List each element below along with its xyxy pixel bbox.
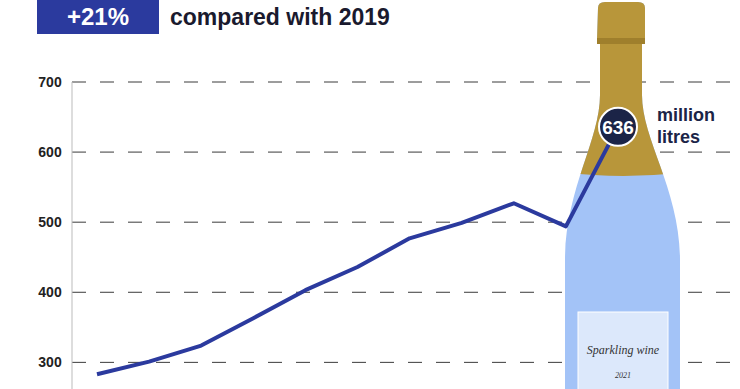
bottle-ring	[597, 38, 645, 44]
callout-unit-line: litres	[657, 127, 700, 147]
y-axis	[72, 82, 73, 389]
callout-marker	[599, 108, 637, 146]
callout-value: 636	[602, 117, 634, 138]
y-tick-label: 300	[38, 354, 62, 370]
y-tick-label: 400	[38, 284, 62, 300]
callout-unit: millionlitres	[657, 105, 715, 147]
bottle-label-text: Sparkling wine	[587, 343, 660, 357]
callout-unit-line: million	[657, 105, 715, 125]
plot-area	[97, 127, 618, 374]
title-box	[37, 0, 159, 34]
y-tick-label: 700	[38, 74, 62, 90]
bottle-foil	[560, 0, 690, 176]
y-tick-label: 600	[38, 144, 62, 160]
chart-root: 300 400 500 600 700 Sparkling wine 2021 636 mill…	[0, 0, 740, 389]
bottle-label	[578, 312, 668, 389]
bottle-year: 2021	[615, 371, 631, 380]
title: +21%	[67, 3, 129, 30]
y-tick-label: 500	[38, 214, 62, 230]
chart: 300 400 500 600 700 Sparkling wine 2021 636 mill…	[0, 0, 740, 389]
line	[97, 127, 618, 374]
subtitle: compared with 2019	[170, 4, 390, 30]
bottle: Sparkling wine 2021	[560, 0, 690, 389]
